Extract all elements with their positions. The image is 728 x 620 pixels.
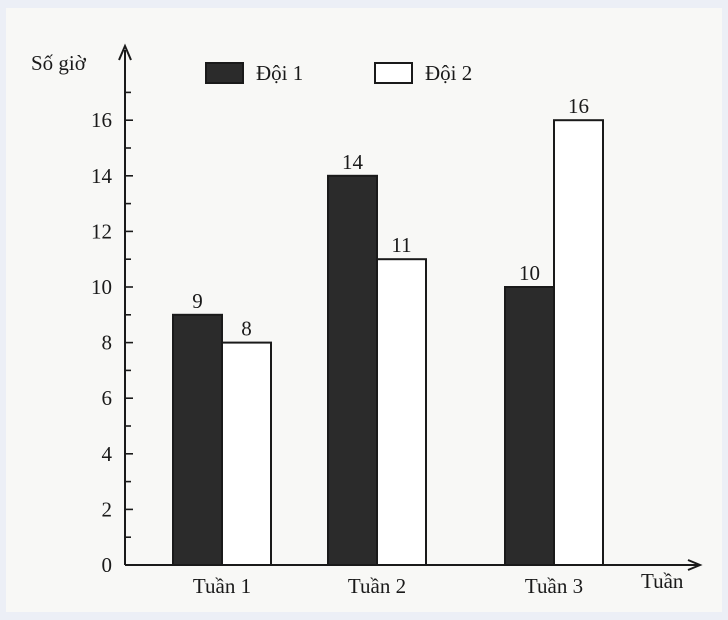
chart-bars bbox=[172, 119, 604, 567]
bar-2-1 bbox=[221, 341, 272, 566]
y-tick-label: 14 bbox=[91, 164, 113, 188]
y-tick-label: 4 bbox=[102, 442, 113, 466]
y-tick-label: 12 bbox=[91, 219, 112, 243]
y-tick-label: 8 bbox=[102, 331, 113, 355]
y-tick-label: 0 bbox=[102, 553, 113, 577]
category-label: Tuần 2 bbox=[348, 574, 406, 598]
bar-1-2 bbox=[327, 174, 378, 567]
bar-1-3 bbox=[504, 286, 555, 566]
bar-1-1 bbox=[172, 313, 223, 566]
legend-label: Đội 2 bbox=[425, 61, 472, 85]
bar-2-2 bbox=[376, 258, 427, 566]
bar-2-3 bbox=[553, 119, 604, 566]
data-label: 9 bbox=[192, 289, 203, 313]
chart-legend: Đội 1 Đội 2 bbox=[205, 61, 472, 85]
legend-swatch bbox=[205, 62, 244, 84]
y-tick-label: 10 bbox=[91, 275, 112, 299]
legend-label: Đội 1 bbox=[256, 61, 303, 85]
y-axis-ticks: 0 2 4 6 8 10 12 14 16 bbox=[91, 91, 133, 577]
category-label: Tuần 1 bbox=[193, 574, 251, 598]
data-label: 11 bbox=[391, 233, 411, 257]
y-axis-label: Số giờ bbox=[31, 51, 87, 75]
legend-swatch bbox=[374, 62, 413, 84]
data-label: 10 bbox=[519, 261, 540, 285]
chart-labels: Số giờ Tuần 9 8 Tuần 1 14 11 Tuần 2 10 16 Tuần 3 bbox=[31, 51, 684, 598]
x-axis-label: Tuần bbox=[641, 569, 684, 593]
data-label: 16 bbox=[568, 94, 589, 118]
category-label: Tuần 3 bbox=[525, 574, 583, 598]
y-axis-arrow bbox=[118, 43, 132, 61]
y-tick-label: 6 bbox=[102, 386, 113, 410]
x-axis-arrow bbox=[687, 559, 703, 571]
y-tick-label: 16 bbox=[91, 108, 112, 132]
y-tick-label: 2 bbox=[102, 497, 113, 521]
data-label: 14 bbox=[342, 150, 364, 174]
data-label: 8 bbox=[241, 317, 252, 341]
